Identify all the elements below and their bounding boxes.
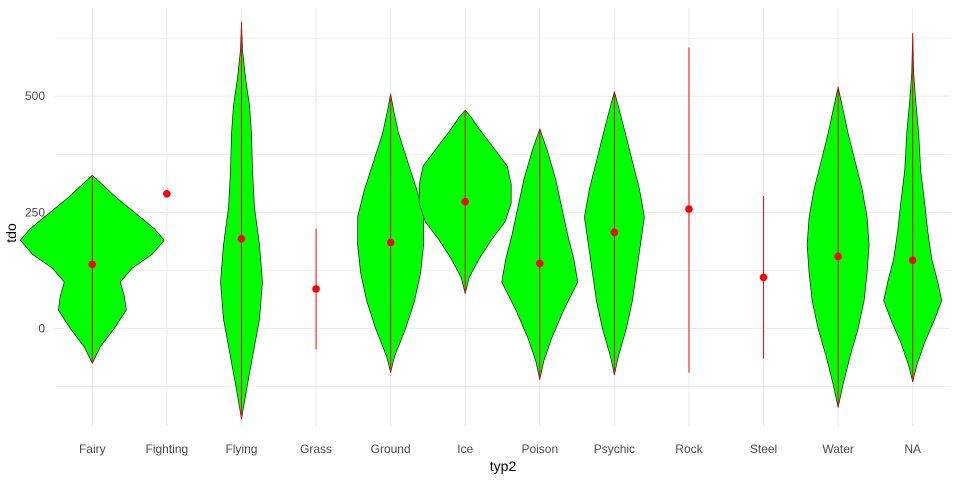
x-tick-label: Rock [675,442,703,456]
summaries [88,21,917,420]
x-tick-label: Steel [750,442,777,456]
x-axis-title: typ2 [490,458,517,474]
x-tick-label: Ice [457,442,473,456]
mean-point-ice [461,197,470,206]
violins [19,21,943,420]
x-tick-label: Ground [371,442,411,456]
mean-point-steel [759,273,768,282]
x-tick-label: Grass [300,442,332,456]
x-tick-label: Fighting [146,442,189,456]
x-tick-label: Psychic [594,442,635,456]
x-tick-label: Poison [521,442,558,456]
x-tick-label: Fairy [79,442,106,456]
y-tick-label: 0 [38,321,45,335]
x-tick-label: Water [822,442,854,456]
y-axis-title: tdo [3,223,19,243]
x-tick-label: Flying [225,442,257,456]
mean-point-psychic [610,228,619,237]
x-tick-label: NA [904,442,921,456]
mean-point-ground [386,238,395,247]
mean-point-flying [237,235,246,243]
y-tick-labels: 0 250 500 [25,89,45,335]
mean-point-rock [685,205,693,213]
mean-point-water [834,252,842,261]
mean-point-grass [312,285,320,293]
mean-point-na [908,256,917,264]
y-tick-label: 250 [25,205,45,219]
x-tick-labels: Fairy Fighting Flying Grass Ground Ice Poison P… [79,442,921,456]
mean-point-fighting [163,189,171,198]
mean-point-fairy [88,260,97,269]
mean-point-poison [535,259,544,268]
y-tick-label: 500 [25,89,45,103]
